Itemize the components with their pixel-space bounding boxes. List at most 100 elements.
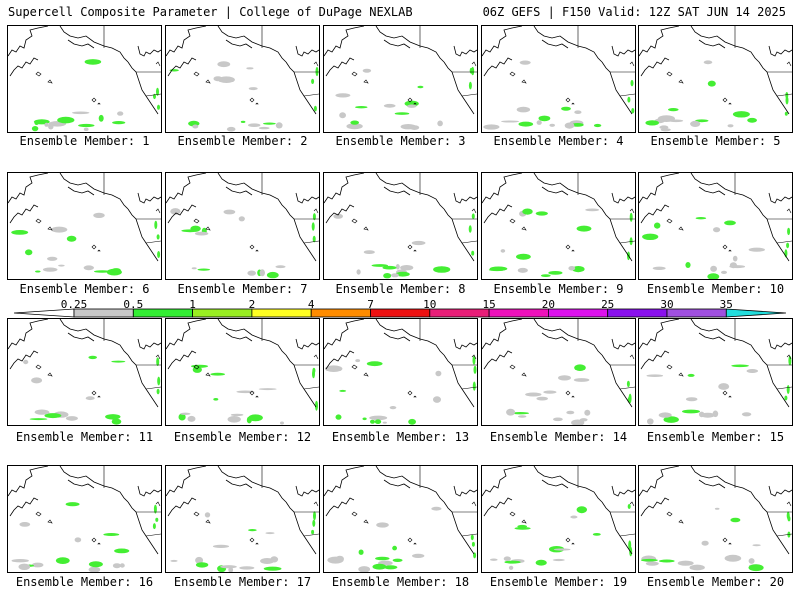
parameter-shading <box>646 355 792 425</box>
parameter-shading <box>327 506 477 572</box>
parameter-shading <box>641 507 791 572</box>
colorbar-segment <box>310 308 371 318</box>
colorbar-tick-label: 30 <box>660 298 674 311</box>
colorbar-segment <box>429 308 490 318</box>
color-scale-bar <box>14 308 786 318</box>
ensemble-member-map <box>323 465 478 573</box>
parameter-shading <box>170 208 316 279</box>
coastline <box>482 173 635 262</box>
map-canvas <box>8 466 161 572</box>
map-canvas <box>482 319 635 425</box>
parameter-shading <box>178 364 318 425</box>
coastline <box>639 466 792 555</box>
ensemble-member-map <box>481 318 636 426</box>
map-canvas <box>324 466 477 572</box>
map-canvas <box>482 173 635 277</box>
colorbar-segment <box>548 308 609 318</box>
colorbar-segment <box>370 308 431 318</box>
colorbar-tick-label: 0.25 <box>60 298 88 311</box>
ensemble-member-label: Ensemble Member: 9 <box>493 282 624 296</box>
parameter-shading <box>170 511 316 572</box>
map-title: Supercell Composite Parameter | College … <box>8 5 413 19</box>
ensemble-member-label: Ensemble Member: 3 <box>335 134 466 148</box>
ensemble-member-map <box>638 25 793 133</box>
ensemble-member-label: Ensemble Member: 2 <box>177 134 308 148</box>
coastline <box>166 319 319 408</box>
ensemble-member-map <box>481 465 636 573</box>
map-valid-time: 06Z GEFS | F150 Valid: 12Z SAT JUN 14 20… <box>482 5 786 19</box>
coastline <box>324 26 477 115</box>
ensemble-member-label: Ensemble Member: 12 <box>173 430 312 444</box>
map-canvas <box>8 26 161 132</box>
colorbar-tick-label: 15 <box>482 298 496 311</box>
map-canvas <box>324 319 477 425</box>
ensemble-member-map <box>7 465 162 573</box>
map-canvas <box>639 173 792 279</box>
coastline <box>324 319 477 408</box>
ensemble-member-label: Ensemble Member: 17 <box>173 575 312 589</box>
ensemble-member-label: Ensemble Member: 8 <box>335 282 466 296</box>
ensemble-member-label: Ensemble Member: 11 <box>15 430 154 444</box>
coastline <box>324 173 477 262</box>
ensemble-member-label: Ensemble Member: 10 <box>646 282 785 296</box>
map-canvas <box>324 173 477 279</box>
parameter-shading <box>333 213 475 279</box>
ensemble-member-map <box>7 318 162 426</box>
ensemble-member-map <box>481 172 636 280</box>
colorbar-tick-label: 20 <box>541 298 556 311</box>
map-canvas <box>639 466 792 572</box>
coastline <box>8 26 161 115</box>
coastline <box>482 26 635 115</box>
coastline <box>166 173 319 262</box>
ensemble-member-label: Ensemble Member: 13 <box>331 430 470 444</box>
coastline <box>482 466 635 555</box>
ensemble-member-map <box>165 318 320 426</box>
ensemble-member-label: Ensemble Member: 1 <box>19 134 150 148</box>
ensemble-member-label: Ensemble Member: 18 <box>331 575 470 589</box>
ensemble-member-label: Ensemble Member: 19 <box>489 575 628 589</box>
colorbar-segment <box>607 308 668 318</box>
ensemble-member-map <box>638 172 793 280</box>
colorbar-tick-label: 10 <box>423 298 437 311</box>
ensemble-member-label: Ensemble Member: 20 <box>646 575 785 589</box>
coastline <box>639 319 792 408</box>
map-canvas <box>166 26 319 132</box>
colorbar-tick-label: 7 <box>367 298 374 311</box>
ensemble-member-map <box>165 172 320 280</box>
colorbar-tick-label: 25 <box>601 298 615 311</box>
coastline <box>8 466 161 555</box>
ensemble-member-map <box>638 465 793 573</box>
colorbar-tick-label: 4 <box>307 298 315 311</box>
coastline <box>166 26 319 115</box>
colorbar-segment <box>251 308 312 318</box>
parameter-shading <box>645 60 789 132</box>
map-canvas <box>166 173 319 279</box>
coastline <box>166 466 319 555</box>
parameter-shading <box>642 217 791 279</box>
parameter-shading <box>506 364 632 425</box>
ensemble-member-label: Ensemble Member: 14 <box>489 430 628 444</box>
coastline <box>639 26 792 115</box>
ensemble-member-map <box>481 25 636 133</box>
coastline <box>639 173 792 262</box>
parameter-shading <box>31 59 160 132</box>
map-canvas <box>8 319 161 425</box>
parameter-shading <box>488 208 633 277</box>
coastline <box>324 466 477 555</box>
colorbar-tick-label: 2 <box>248 298 256 311</box>
map-canvas <box>166 466 319 572</box>
ensemble-member-map <box>323 318 478 426</box>
colorbar-segment <box>725 308 786 318</box>
ensemble-member-label: Ensemble Member: 16 <box>15 575 154 589</box>
ensemble-member-map <box>165 465 320 573</box>
colorbar-segment <box>488 308 549 318</box>
parameter-shading <box>11 212 161 276</box>
ensemble-member-map <box>7 172 162 280</box>
colorbar-tick-label: 1 <box>189 298 196 311</box>
colorbar-segment <box>666 308 727 318</box>
ensemble-member-label: Ensemble Member: 6 <box>19 282 150 296</box>
map-canvas <box>639 26 792 132</box>
colorbar-tick-label: 0.5 <box>123 298 144 311</box>
map-canvas <box>639 319 792 425</box>
map-canvas <box>482 26 635 130</box>
